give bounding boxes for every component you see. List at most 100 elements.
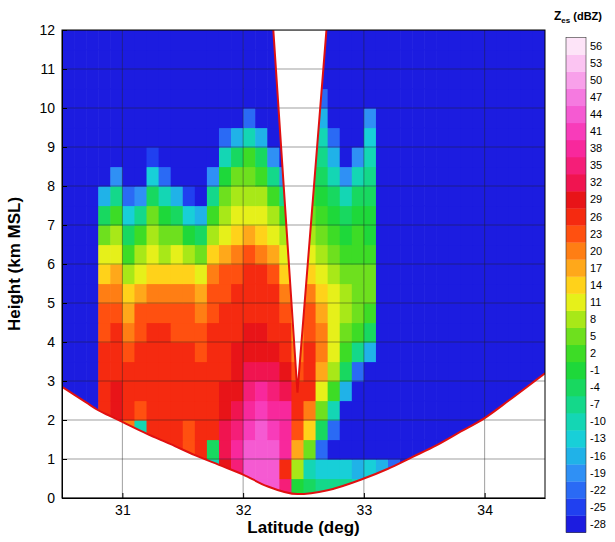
- y-tick-label: 9: [47, 139, 55, 155]
- colorbar-tick-label: 26: [590, 211, 602, 223]
- heat-cell: [473, 89, 486, 109]
- heat-cell: [376, 303, 389, 323]
- heat-cell: [424, 284, 437, 304]
- heat-cell: [376, 245, 389, 265]
- colorbar-tick-label: 41: [590, 125, 602, 137]
- heat-cell: [243, 108, 256, 128]
- heat-cell: [255, 323, 268, 343]
- heat-cell: [267, 303, 280, 323]
- heat-cell: [328, 50, 341, 70]
- heat-cell: [473, 362, 486, 382]
- heat-cell: [183, 245, 196, 265]
- y-tick: 7: [47, 217, 67, 233]
- heat-cell: [316, 284, 329, 304]
- heat-cell: [376, 284, 389, 304]
- heat-cell: [255, 30, 268, 50]
- heat-cell: [207, 381, 220, 401]
- heat-cell: [98, 167, 111, 187]
- heat-cell: [110, 245, 123, 265]
- heat-cell: [436, 186, 449, 206]
- heat-cell: [340, 362, 353, 382]
- heat-cell: [533, 225, 545, 245]
- heat-cell: [98, 381, 111, 401]
- heat-cell: [147, 284, 160, 304]
- heat-cell: [159, 108, 172, 128]
- x-tick-label: 32: [236, 502, 252, 518]
- heat-cell: [110, 206, 123, 226]
- heat-cell: [473, 108, 486, 128]
- heat-cell: [219, 186, 232, 206]
- plot-area: [62, 30, 545, 498]
- heat-cell: [86, 381, 99, 401]
- heat-cell: [219, 264, 232, 284]
- heat-cell: [279, 362, 292, 382]
- heat-cell: [521, 342, 534, 362]
- heat-cell: [521, 245, 534, 265]
- heat-cell: [147, 128, 160, 148]
- heat-cell: [195, 30, 208, 50]
- heat-cell: [122, 30, 135, 50]
- y-tick-mark: [62, 342, 67, 343]
- heat-cell: [364, 206, 377, 226]
- heat-cell: [171, 69, 184, 89]
- heat-cell: [340, 206, 353, 226]
- heat-cell: [340, 284, 353, 304]
- heat-cell: [147, 108, 160, 128]
- heat-cell: [279, 440, 292, 460]
- heat-cell: [147, 30, 160, 50]
- y-tick: 4: [47, 334, 67, 350]
- x-tick: 33: [357, 493, 373, 518]
- heat-cell: [376, 381, 389, 401]
- heat-cell: [231, 284, 244, 304]
- heat-cell: [267, 167, 280, 187]
- colorbar-swatch: [566, 225, 586, 242]
- heat-cell: [171, 245, 184, 265]
- heat-cell: [195, 206, 208, 226]
- x-axis: 31323334: [63, 493, 546, 518]
- heat-cell: [231, 147, 244, 167]
- heat-cell: [195, 245, 208, 265]
- colorbar-swatch: [566, 72, 586, 89]
- heat-cell: [521, 50, 534, 70]
- heat-cell: [243, 323, 256, 343]
- heat-cell: [207, 420, 220, 440]
- heat-cell: [171, 342, 184, 362]
- heat-cell: [328, 225, 341, 245]
- heat-cell: [460, 50, 473, 70]
- heat-cell: [388, 89, 401, 109]
- heat-cell: [436, 264, 449, 284]
- heat-cell: [376, 264, 389, 284]
- heat-cell: [521, 30, 534, 50]
- y-tick-mark: [62, 381, 67, 382]
- heat-cell: [279, 167, 292, 187]
- heat-cell: [267, 50, 280, 70]
- heat-cell: [183, 323, 196, 343]
- heat-cell: [460, 89, 473, 109]
- heat-cell: [231, 264, 244, 284]
- heat-cell: [497, 108, 510, 128]
- heat-cell: [388, 30, 401, 50]
- heat-cell: [388, 401, 401, 421]
- colorbar-swatch: [566, 396, 586, 413]
- colorbar-swatch: [566, 464, 586, 481]
- heat-cell: [159, 167, 172, 187]
- heat-cell: [364, 303, 377, 323]
- heat-cell: [497, 342, 510, 362]
- heat-cell: [352, 401, 365, 421]
- heat-cell: [316, 167, 329, 187]
- heat-cell: [533, 303, 545, 323]
- heat-cell: [207, 362, 220, 382]
- heat-cell: [533, 108, 545, 128]
- heat-cell: [509, 225, 522, 245]
- heat-cell: [424, 342, 437, 362]
- heat-cell: [485, 50, 498, 70]
- heat-cell: [340, 381, 353, 401]
- heat-cell: [316, 440, 329, 460]
- heat-cell: [509, 69, 522, 89]
- heat-cell: [448, 108, 461, 128]
- heat-cell: [243, 440, 256, 460]
- heat-cell: [243, 206, 256, 226]
- heat-cell: [485, 167, 498, 187]
- heat-cell: [267, 459, 280, 479]
- heat-cell: [110, 284, 123, 304]
